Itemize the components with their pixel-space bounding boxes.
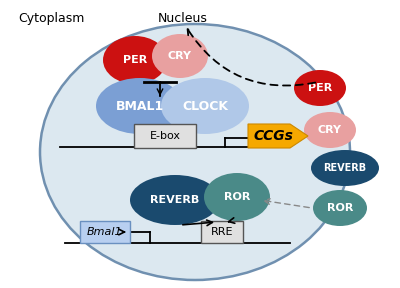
Ellipse shape [96,78,184,134]
FancyBboxPatch shape [201,221,243,243]
Text: Bmal1: Bmal1 [87,227,123,237]
Text: Cytoplasm: Cytoplasm [18,12,84,25]
Ellipse shape [152,34,208,78]
Text: CRY: CRY [318,125,342,135]
Ellipse shape [161,78,249,134]
Text: CRY: CRY [168,51,192,61]
Ellipse shape [130,175,220,225]
Text: REVERB: REVERB [150,195,200,205]
Text: PER: PER [308,83,332,93]
Text: CLOCK: CLOCK [182,99,228,113]
Text: BMAL1: BMAL1 [116,99,164,113]
FancyBboxPatch shape [80,221,130,243]
Ellipse shape [204,173,270,221]
Text: Nucleus: Nucleus [158,12,208,25]
Text: ROR: ROR [327,203,353,213]
Ellipse shape [40,24,350,280]
Text: REVERB: REVERB [324,163,366,173]
Ellipse shape [313,190,367,226]
Text: RRE: RRE [211,227,233,237]
FancyBboxPatch shape [134,124,196,148]
Text: E-box: E-box [150,131,180,141]
Text: ROR: ROR [224,192,250,202]
Ellipse shape [311,150,379,186]
Ellipse shape [294,70,346,106]
Ellipse shape [304,112,356,148]
Ellipse shape [103,36,167,84]
FancyArrow shape [248,124,308,148]
Text: PER: PER [123,55,147,65]
Text: CCGs: CCGs [253,129,293,143]
